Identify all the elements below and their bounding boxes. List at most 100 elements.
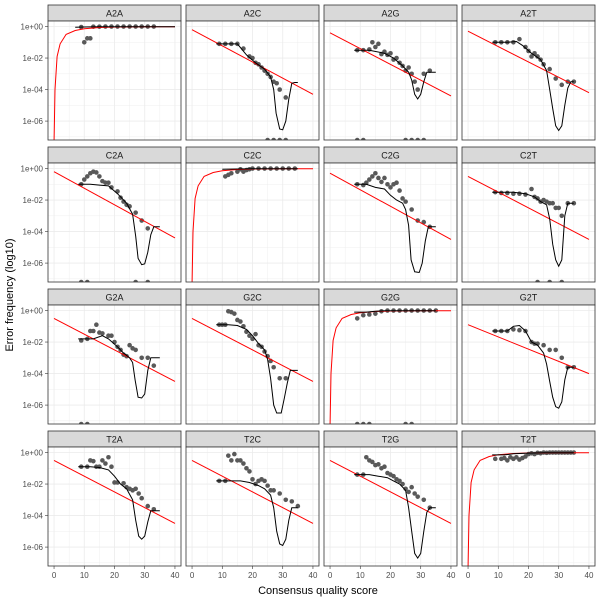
data-point [535,279,540,282]
panel-content [53,454,176,540]
y-tick-label: 1e-02 [23,196,44,205]
y-tick-label: 1e-06 [23,117,44,126]
data-point [517,327,522,333]
data-point [94,322,99,328]
x-axis-title: Consensus quality score [258,585,378,597]
facet-c2a: C2A 1e+00 1e-02 1e-04 1e-06 [21,146,182,283]
panel-border [461,20,596,141]
facet-t2c: T2C 0 10 20 30 40 [185,430,320,580]
panel-border [47,304,182,425]
fitted-error-line [492,324,574,409]
panel-content [191,29,314,140]
data-point [541,342,546,348]
data-point [547,66,552,72]
data-point [388,51,393,56]
x-tick-label: 0 [466,571,471,580]
y-tick-label: 1e+00 [21,307,44,316]
data-point [412,491,417,496]
panel-border [185,20,320,141]
data-point [106,454,111,460]
data-point [385,181,390,187]
data-point [559,279,565,282]
data-point [421,137,427,140]
data-point [244,465,249,471]
fitted-error-line [354,49,436,100]
data-point [400,481,405,487]
nominal-error-line [329,459,452,524]
data-point [400,196,405,201]
facet-strip-label: A2A [106,9,123,19]
x-tick-label: 30 [278,571,287,580]
facet-strip-label: C2A [106,151,124,161]
facet-g2c: G2C [185,288,320,425]
data-point [250,477,255,482]
data-point [229,458,234,463]
data-point [229,170,234,176]
data-point [91,328,96,334]
y-tick-label: 1e-06 [23,543,44,552]
facet-g2t: G2T [461,288,596,425]
data-point [373,170,378,176]
nominal-error-line [467,324,590,375]
data-point [412,79,417,84]
data-point [78,421,84,424]
fitted-error-line [222,168,298,170]
data-point [394,180,399,186]
data-point [81,39,87,45]
data-point [559,213,565,219]
panel-content [329,454,452,560]
data-point [559,355,565,361]
data-point [100,331,105,336]
data-point [109,185,114,190]
y-axis-title: Error frequency (log10) [4,238,16,351]
data-point [91,458,96,464]
facet-c2c: C2C [185,146,320,283]
facet-strip-label: G2C [243,293,262,303]
facet-strip-label: T2A [106,435,123,445]
data-point [145,226,151,231]
facet-strip-label: C2G [381,151,400,161]
panel-content [467,324,590,409]
data-point [492,456,498,462]
data-point [529,54,534,59]
x-tick-label: 40 [171,571,180,580]
x-tick-label: 10 [356,571,365,580]
fitted-error-line [492,452,574,456]
data-point [415,494,421,499]
nominal-error-line [191,459,314,524]
y-tick-label: 1e+00 [21,23,44,32]
data-point [283,95,289,100]
panel-border [47,20,182,141]
data-point [283,375,289,381]
data-point [118,195,123,200]
fitted-error-line [216,43,298,131]
x-tick-label: 30 [554,571,563,580]
facet-a2g: A2G [323,4,458,141]
data-point [262,478,267,484]
data-point [283,497,289,503]
facet-strip-label: T2T [520,435,537,445]
data-point [571,200,577,206]
panel-content [53,169,176,282]
data-point [360,137,366,140]
data-point [373,311,378,316]
data-point [511,39,516,45]
y-tick-label: 1e+00 [21,165,44,174]
x-tick-label: 0 [190,571,195,580]
panel-content [329,170,452,274]
data-point [547,347,552,353]
data-point [271,488,276,493]
data-point [277,491,283,496]
facet-strip-label: G2A [105,293,123,303]
data-point [354,316,360,321]
panel-content [329,32,452,140]
x-tick-label: 40 [447,571,456,580]
data-point [382,464,387,470]
panel-border [185,162,320,283]
data-point [409,484,414,490]
data-point [556,205,562,211]
data-point [84,279,90,282]
data-point [403,486,408,492]
facet-strip-label: C2T [520,151,538,161]
y-tick-label: 1e-04 [23,370,44,379]
